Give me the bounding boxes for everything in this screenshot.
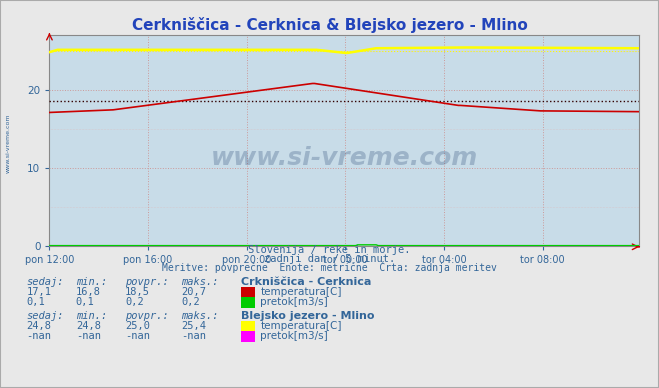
Text: min.:: min.: bbox=[76, 277, 107, 287]
Text: -nan: -nan bbox=[181, 331, 206, 341]
Text: Slovenija / reke in morje.: Slovenija / reke in morje. bbox=[248, 245, 411, 255]
Text: -nan: -nan bbox=[26, 331, 51, 341]
Text: povpr.:: povpr.: bbox=[125, 311, 169, 321]
Text: 17,1: 17,1 bbox=[26, 287, 51, 297]
Text: pretok[m3/s]: pretok[m3/s] bbox=[260, 296, 328, 307]
Text: 0,2: 0,2 bbox=[181, 296, 200, 307]
Text: 24,8: 24,8 bbox=[26, 321, 51, 331]
Text: 18,5: 18,5 bbox=[125, 287, 150, 297]
Text: 20,7: 20,7 bbox=[181, 287, 206, 297]
Text: 0,1: 0,1 bbox=[26, 296, 45, 307]
Text: zadnji dan / 5 minut.: zadnji dan / 5 minut. bbox=[264, 254, 395, 264]
Text: 0,2: 0,2 bbox=[125, 296, 144, 307]
Text: maks.:: maks.: bbox=[181, 311, 219, 321]
Text: 24,8: 24,8 bbox=[76, 321, 101, 331]
Text: temperatura[C]: temperatura[C] bbox=[260, 287, 342, 297]
Text: Crkniščica - Cerknica: Crkniščica - Cerknica bbox=[241, 277, 371, 287]
Text: Cerkniščica - Cerknica & Blejsko jezero - Mlino: Cerkniščica - Cerknica & Blejsko jezero … bbox=[132, 17, 527, 33]
Text: -nan: -nan bbox=[125, 331, 150, 341]
Text: 16,8: 16,8 bbox=[76, 287, 101, 297]
Text: sedaj:: sedaj: bbox=[26, 311, 64, 321]
Text: 25,0: 25,0 bbox=[125, 321, 150, 331]
Text: maks.:: maks.: bbox=[181, 277, 219, 287]
Text: pretok[m3/s]: pretok[m3/s] bbox=[260, 331, 328, 341]
Text: 25,4: 25,4 bbox=[181, 321, 206, 331]
Text: sedaj:: sedaj: bbox=[26, 277, 64, 287]
Text: www.si-vreme.com: www.si-vreme.com bbox=[5, 114, 11, 173]
Text: temperatura[C]: temperatura[C] bbox=[260, 321, 342, 331]
Text: www.si-vreme.com: www.si-vreme.com bbox=[211, 146, 478, 170]
Text: 0,1: 0,1 bbox=[76, 296, 94, 307]
Text: Meritve: povprečne  Enote: metrične  Črta: zadnja meritev: Meritve: povprečne Enote: metrične Črta:… bbox=[162, 261, 497, 273]
Text: min.:: min.: bbox=[76, 311, 107, 321]
Text: povpr.:: povpr.: bbox=[125, 277, 169, 287]
Text: -nan: -nan bbox=[76, 331, 101, 341]
Text: Blejsko jezero - Mlino: Blejsko jezero - Mlino bbox=[241, 311, 374, 321]
